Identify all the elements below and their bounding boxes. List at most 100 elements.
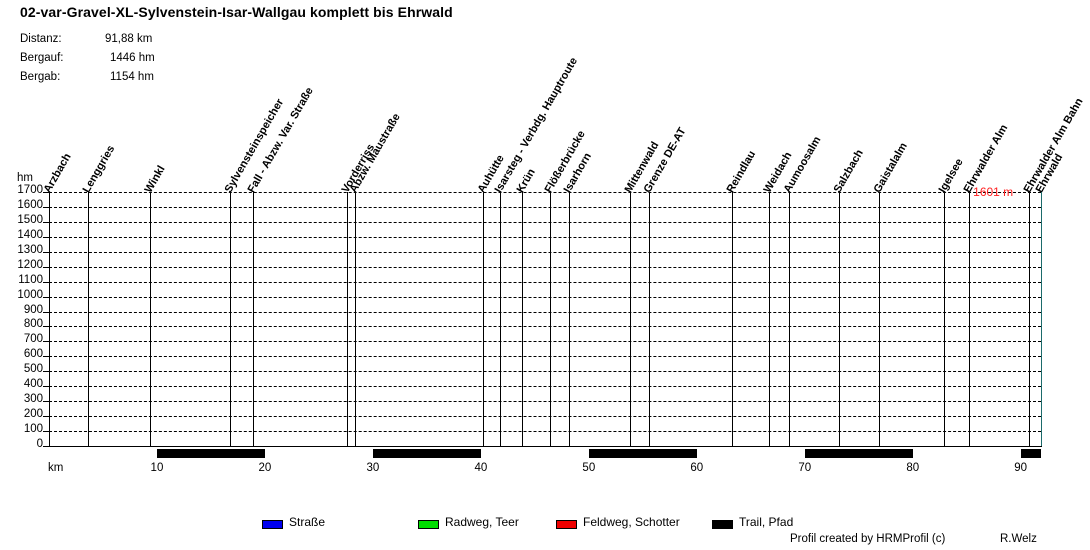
gridline — [49, 341, 1041, 343]
waypoint-line — [769, 192, 770, 446]
waypoint-line — [789, 192, 790, 446]
elevation-chart-plot — [49, 192, 1042, 446]
waypoint-label-2: Winkl — [143, 163, 169, 195]
y-axis-unit-label: hm — [17, 172, 33, 184]
gridline — [49, 416, 1041, 418]
waypoint-line — [732, 192, 733, 446]
y-tick-mark — [43, 326, 50, 328]
footer-author: R.Welz — [1000, 533, 1037, 545]
y-tick-label: 1700 — [17, 184, 43, 196]
waypoint-line — [347, 192, 348, 446]
y-axis-line — [49, 192, 50, 447]
gridline — [49, 192, 1041, 193]
gridline — [49, 206, 1041, 208]
stat-label-bergauf: Bergauf: — [20, 52, 64, 64]
waypoint-line — [944, 192, 945, 446]
chart-legend: Straße Radweg, Teer Feldweg, Schotter Trail… — [0, 515, 1090, 535]
km-scale-bar — [49, 449, 1042, 458]
y-tick-mark — [43, 356, 50, 358]
x-tick-label: 70 — [798, 462, 812, 474]
waypoint-line — [150, 192, 151, 446]
y-tick-mark — [43, 251, 50, 253]
plot-background — [49, 192, 1041, 446]
y-tick-mark — [43, 386, 50, 388]
gridline — [49, 386, 1041, 388]
y-tick-label: 600 — [23, 348, 43, 361]
y-tick-mark — [43, 281, 50, 283]
km-bar-segment — [156, 449, 265, 458]
x-tick-label: 20 — [258, 462, 272, 474]
waypoint-label-21: Ehrwalder Alm Bahn — [1021, 96, 1086, 195]
y-tick-label: 700 — [23, 333, 43, 346]
waypoint-label-9: Krün — [514, 166, 538, 195]
waypoint-label-6: Abzw. Maustraße — [347, 111, 403, 195]
y-tick-mark — [43, 192, 50, 193]
gridline — [49, 326, 1041, 328]
y-tick-mark — [43, 416, 50, 418]
y-tick-mark — [43, 341, 50, 343]
gridline — [49, 356, 1041, 358]
x-tick-label: 40 — [474, 462, 488, 474]
y-tick-label: 0 — [36, 438, 43, 450]
y-tick-label: 900 — [23, 303, 43, 316]
legend-label-1: Radweg, Teer — [445, 515, 519, 529]
waypoint-line — [88, 192, 89, 446]
gridline — [49, 371, 1041, 373]
x-axis-line — [49, 446, 1042, 447]
y-tick-label: 100 — [23, 423, 43, 436]
y-tick-mark — [43, 371, 50, 373]
km-bar-segment — [588, 449, 697, 458]
waypoint-line — [839, 192, 840, 446]
y-tick-mark — [43, 206, 50, 208]
y-tick-label: 1300 — [17, 243, 43, 256]
km-bar-segment — [1020, 449, 1041, 458]
waypoint-line — [253, 192, 254, 446]
waypoint-label-18: Gaistalalm — [871, 140, 911, 195]
y-tick-label: 300 — [23, 393, 43, 406]
waypoint-line — [500, 192, 501, 446]
waypoint-line — [522, 192, 523, 446]
gridline — [49, 236, 1041, 238]
y-tick-mark — [43, 221, 50, 223]
x-tick-label: 30 — [366, 462, 380, 474]
y-tick-mark — [43, 266, 50, 268]
legend-swatch-2 — [556, 520, 577, 529]
waypoint-line — [879, 192, 880, 446]
peak-elevation-annotation: 1601 m — [973, 184, 1014, 199]
x-tick-label: 80 — [906, 462, 920, 474]
x-tick-label: 50 — [582, 462, 596, 474]
x-axis-unit-label: km — [48, 462, 64, 474]
y-tick-label: 400 — [23, 378, 43, 391]
y-tick-label: 1000 — [17, 288, 43, 301]
y-tick-label: 1500 — [17, 213, 43, 226]
waypoint-line — [969, 192, 970, 446]
km-bar-segment — [804, 449, 913, 458]
y-tick-label: 1200 — [17, 258, 43, 271]
waypoint-line — [355, 192, 356, 446]
y-tick-label: 800 — [23, 318, 43, 331]
x-tick-label: 90 — [1014, 462, 1028, 474]
y-tick-label: 1100 — [18, 273, 43, 286]
y-tick-label: 1600 — [17, 198, 43, 211]
y-tick-mark — [43, 311, 50, 313]
gridline — [49, 431, 1041, 433]
gridline — [49, 266, 1041, 268]
page-title: 02-var-Gravel-XL-Sylvenstein-Isar-Wallga… — [20, 4, 453, 20]
footer-credit: Profil created by HRMProfil (c) — [790, 533, 946, 545]
waypoint-line — [483, 192, 484, 446]
plot-right-border — [1041, 192, 1042, 447]
gridline — [49, 296, 1041, 298]
waypoint-line — [550, 192, 551, 446]
waypoint-line — [649, 192, 650, 446]
legend-label-3: Trail, Pfad — [739, 515, 794, 529]
y-tick-mark — [43, 446, 50, 447]
waypoint-label-1: Lenggries — [80, 143, 118, 195]
stat-label-bergab: Bergab: — [20, 71, 61, 83]
gridline — [49, 221, 1041, 223]
legend-swatch-0 — [262, 520, 283, 529]
stat-value-bergauf: 1446 hm — [110, 52, 155, 64]
y-tick-mark — [43, 236, 50, 238]
gridline — [49, 311, 1041, 313]
legend-swatch-3 — [712, 520, 733, 529]
waypoint-line — [1029, 192, 1030, 446]
